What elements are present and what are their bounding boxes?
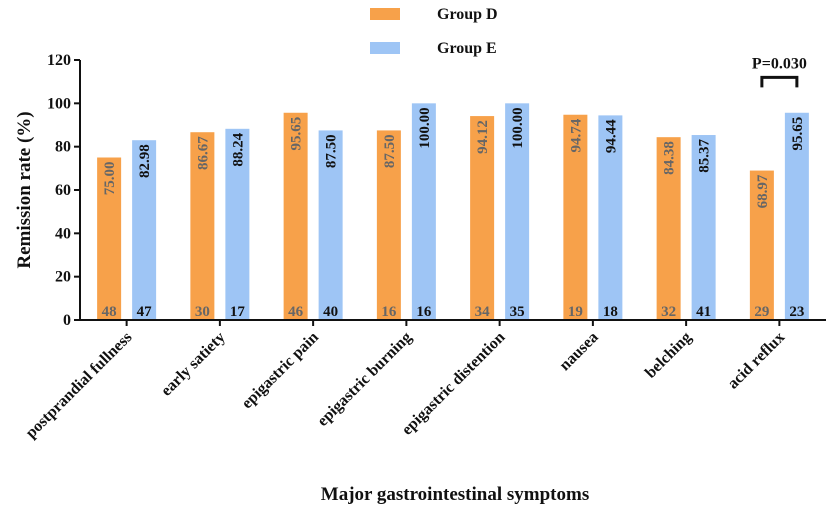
y-tick-label: 100 — [47, 95, 71, 112]
value-label: 82.98 — [137, 144, 153, 178]
count-label: 32 — [661, 304, 676, 320]
legend-label: Group E — [437, 40, 497, 57]
y-tick-label: 20 — [55, 269, 71, 286]
legend-swatch — [370, 8, 400, 20]
bar — [190, 132, 215, 320]
value-label: 68.97 — [755, 174, 771, 208]
value-label: 85.37 — [697, 139, 713, 173]
bar — [283, 112, 308, 320]
y-tick-label: 120 — [47, 52, 71, 69]
count-label: 41 — [696, 304, 711, 320]
value-label: 100.00 — [417, 107, 433, 148]
x-tick-label: belching — [642, 329, 695, 382]
x-tick-label: early satiety — [158, 329, 229, 400]
y-tick-label: 60 — [55, 182, 71, 199]
value-label: 94.44 — [603, 119, 619, 153]
value-label: 75.00 — [102, 162, 118, 196]
bar — [318, 130, 343, 320]
x-tick-label: nausea — [556, 329, 601, 374]
bar — [97, 157, 122, 320]
value-label: 95.65 — [790, 117, 806, 151]
bars — [97, 103, 809, 320]
bar — [470, 116, 495, 320]
legend-label: Group D — [437, 6, 498, 23]
value-label: 95.65 — [289, 117, 305, 151]
value-label: 87.50 — [382, 134, 398, 168]
bar — [505, 103, 530, 320]
x-tick-label: epigastric burning — [314, 329, 415, 430]
x-tick-label: epigastric pain — [239, 329, 322, 412]
count-label: 17 — [230, 304, 246, 320]
count-label: 47 — [137, 304, 153, 320]
value-label: 94.74 — [568, 118, 584, 152]
y-axis-title: Remission rate (%) — [14, 111, 35, 268]
y-tick-label: 0 — [63, 312, 71, 329]
significance-bracket — [760, 75, 799, 88]
value-label: 86.67 — [195, 136, 211, 170]
y-tick-label: 40 — [55, 225, 71, 242]
count-label: 30 — [195, 304, 210, 320]
p-value-label: P=0.030 — [752, 55, 807, 72]
value-label: 87.50 — [324, 134, 340, 168]
bar — [691, 135, 716, 320]
count-label: 23 — [789, 304, 804, 320]
bar — [563, 114, 588, 320]
legend-swatch — [370, 42, 400, 54]
count-label: 19 — [568, 304, 583, 320]
significance-annotation: P=0.030 — [752, 55, 807, 88]
bar — [784, 112, 809, 320]
bar — [225, 128, 250, 320]
bar — [376, 130, 401, 320]
value-label: 84.38 — [662, 141, 678, 175]
count-label: 16 — [381, 304, 397, 320]
x-tick-label: postprandial fullness — [23, 329, 136, 442]
legend: Group D Group E — [370, 6, 498, 57]
count-label: 29 — [754, 304, 769, 320]
value-label: 88.24 — [230, 132, 246, 166]
data-labels: 75.00 48 82.98 47 86.67 30 88.24 17 95.65 46 87.50… — [102, 107, 806, 320]
x-tick-label: epigastric distention — [399, 329, 509, 439]
value-label: 94.12 — [475, 120, 491, 154]
bar — [411, 103, 436, 320]
bar — [749, 170, 774, 320]
count-label: 40 — [323, 304, 338, 320]
count-label: 46 — [288, 304, 304, 320]
y-tick-label: 80 — [55, 139, 71, 156]
x-axis-title: Major gastrointestinal symptoms — [321, 484, 589, 505]
count-label: 18 — [603, 304, 618, 320]
x-tick-label: acid reflux — [725, 329, 789, 393]
bar — [598, 115, 623, 320]
value-label: 100.00 — [510, 107, 526, 148]
count-label: 34 — [475, 304, 491, 320]
bar — [656, 137, 681, 320]
bar — [132, 140, 157, 320]
count-label: 16 — [416, 304, 432, 320]
count-label: 48 — [102, 304, 117, 320]
count-label: 35 — [510, 304, 525, 320]
